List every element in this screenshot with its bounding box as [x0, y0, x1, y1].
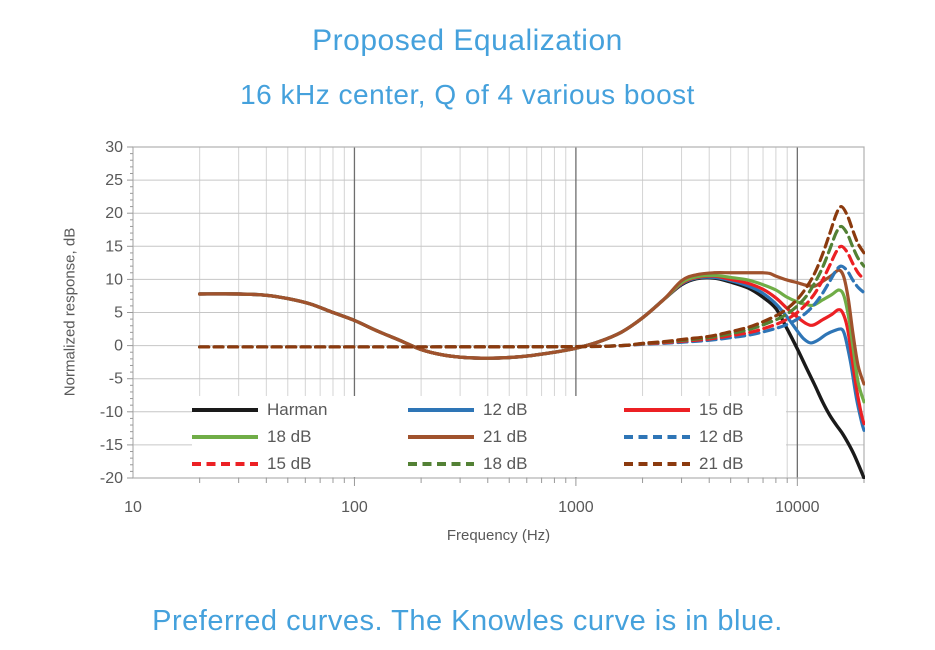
legend-item: 12 dB: [624, 423, 780, 450]
legend-line-sample-solid: [624, 407, 690, 412]
y-tick-label: 0: [114, 338, 123, 355]
legend-line-sample-dashed: [624, 434, 690, 439]
legend-label: 12 dB: [483, 399, 528, 419]
caption: Preferred curves. The Knowles curve is i…: [152, 605, 783, 637]
y-tick-label: 30: [105, 139, 123, 156]
legend-line-sample-solid: [408, 434, 474, 439]
legend-label: 18 dB: [483, 453, 528, 473]
y-tick-label: -5: [109, 371, 123, 388]
x-tick-label: 10000: [775, 499, 820, 516]
legend-item: Harman: [192, 396, 408, 423]
legend-item: 12 dB: [408, 396, 624, 423]
legend-label: 21 dB: [483, 426, 528, 446]
x-tick-label: 10: [124, 499, 142, 516]
series-21-db: [198, 268, 865, 386]
legend-item: 21 dB: [408, 423, 624, 450]
x-axis-title: Frequency (Hz): [446, 527, 551, 544]
legend: Harman 12 dB 15 dB 18 dB 21 dB 12 dB 15 dB 18 d…: [192, 396, 786, 477]
y-tick-label: 15: [105, 238, 123, 255]
page-subtitle: 16 kHz center, Q of 4 various boost: [240, 79, 695, 110]
legend-label: 12 dB: [699, 426, 744, 446]
legend-label: Harman: [267, 399, 328, 419]
legend-item: 15 dB: [192, 450, 408, 477]
legend-line-sample-solid: [192, 434, 258, 439]
legend-line-sample-dashed: [624, 461, 690, 466]
legend-item: 15 dB: [624, 396, 780, 423]
y-axis-title: Normalized response, dB: [61, 227, 79, 397]
y-tick-label: -15: [100, 437, 123, 454]
y-tick-label: 10: [105, 271, 123, 288]
y-tick-label: -10: [100, 404, 123, 421]
legend-line-sample-dashed: [192, 461, 258, 466]
y-tick-label: 20: [105, 205, 123, 222]
legend-label: 15 dB: [267, 453, 312, 473]
y-tick-label: 5: [114, 305, 123, 322]
legend-line-sample-solid: [192, 407, 258, 412]
legend-label: 21 dB: [699, 453, 744, 473]
series-21-db-dashed: [198, 204, 865, 349]
legend-line-sample-solid: [408, 407, 474, 412]
legend-label: 15 dB: [699, 399, 744, 419]
legend-label: 18 dB: [267, 426, 312, 446]
x-tick-label: 100: [341, 499, 368, 516]
y-tick-label: -20: [100, 470, 123, 487]
legend-item: 21 dB: [624, 450, 780, 477]
series-12-db-dashed: [198, 264, 865, 349]
y-tick-label: 25: [105, 172, 123, 189]
page-title: Proposed Equalization: [312, 24, 623, 57]
legend-item: 18 dB: [192, 423, 408, 450]
x-tick-label: 1000: [558, 499, 594, 516]
legend-item: 18 dB: [408, 450, 624, 477]
legend-line-sample-dashed: [408, 461, 474, 466]
